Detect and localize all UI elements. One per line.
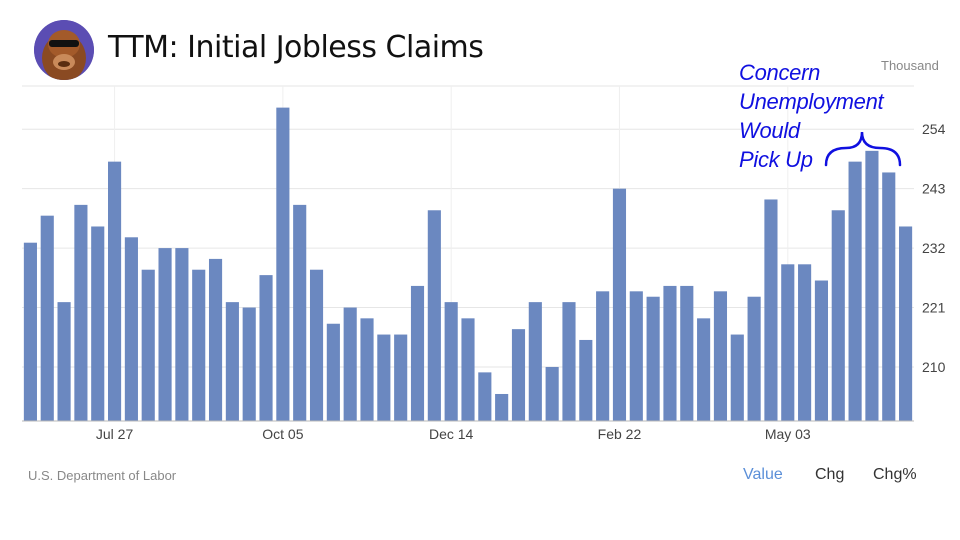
bar	[882, 172, 896, 421]
tab-value[interactable]: Value	[743, 466, 783, 483]
bar	[410, 285, 425, 421]
bar	[124, 237, 138, 421]
bar	[848, 161, 862, 422]
bar	[57, 302, 71, 421]
annotation-line: Pick Up	[739, 147, 813, 172]
bar	[343, 307, 357, 421]
bar	[764, 199, 778, 421]
bar	[208, 258, 223, 421]
annotation-line: Would	[739, 118, 800, 143]
avatar	[34, 20, 94, 80]
bar	[713, 291, 728, 421]
bar	[91, 226, 105, 421]
bar	[562, 302, 576, 421]
bar	[831, 210, 845, 421]
bar	[798, 264, 812, 421]
chart-title: TTM: Initial Jobless Claims	[108, 30, 484, 65]
bar	[360, 318, 374, 421]
bar	[276, 107, 290, 421]
bar	[528, 302, 542, 421]
bar	[377, 334, 391, 421]
tab-chg-percent[interactable]: Chg%	[873, 466, 917, 483]
bar	[141, 269, 155, 421]
bar	[612, 188, 627, 421]
bar	[326, 323, 340, 421]
x-tick-label: Oct 05	[262, 426, 303, 442]
bar	[225, 302, 239, 421]
annotation-line: Concern	[739, 60, 821, 85]
y-tick-label: 221	[922, 300, 946, 316]
y-tick-label: 210	[922, 359, 946, 375]
bar	[444, 302, 458, 421]
source-label: U.S. Department of Labor	[28, 468, 177, 483]
unit-label: Thousand	[881, 58, 939, 73]
bar	[663, 285, 677, 421]
bar	[747, 296, 761, 421]
bar	[427, 210, 441, 421]
bar	[495, 393, 509, 421]
bar	[242, 307, 256, 421]
bar	[579, 339, 593, 421]
bar	[192, 269, 206, 421]
x-tick-label: May 03	[765, 426, 811, 442]
chart-annotation: Concern Unemployment Would Pick Up	[739, 58, 884, 174]
annotation-line: Unemployment	[739, 89, 884, 114]
y-tick-label: 254	[922, 121, 946, 137]
bar	[730, 334, 744, 421]
bar	[697, 318, 711, 421]
y-tick-label: 243	[922, 181, 946, 197]
bar	[596, 291, 610, 421]
bar	[814, 280, 828, 421]
tab-chg[interactable]: Chg	[815, 466, 845, 483]
bar	[545, 366, 559, 421]
bar	[680, 285, 694, 421]
bar	[511, 329, 526, 421]
bar	[394, 334, 408, 421]
bar	[40, 215, 54, 421]
bar	[293, 204, 307, 421]
bar	[309, 269, 324, 421]
x-tick-label: Dec 14	[429, 426, 474, 442]
bar	[629, 291, 643, 421]
y-tick-label: 232	[922, 240, 946, 256]
bar	[175, 248, 189, 421]
bar	[23, 242, 37, 421]
bar	[259, 275, 273, 421]
annotation-brace	[824, 131, 902, 167]
bar	[108, 161, 122, 422]
bar	[74, 204, 88, 421]
x-tick-label: Feb 22	[598, 426, 642, 442]
bar	[646, 296, 660, 421]
bar	[865, 150, 879, 421]
bar	[781, 264, 795, 421]
x-tick-label: Jul 27	[96, 426, 134, 442]
bar	[461, 318, 475, 421]
gorilla-avatar-icon	[34, 20, 94, 80]
bar	[899, 226, 913, 421]
bar	[478, 372, 492, 421]
bar	[158, 248, 172, 421]
